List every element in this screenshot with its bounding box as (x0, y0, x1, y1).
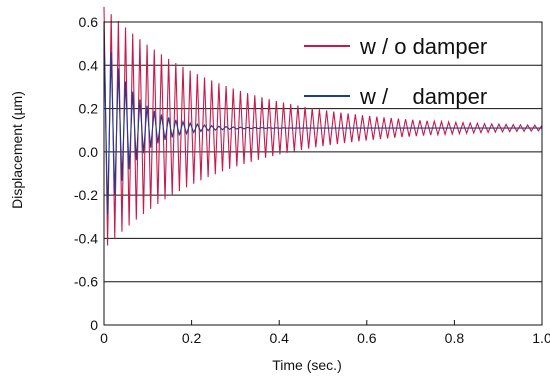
legend-label-2: w / damper (359, 84, 487, 109)
x-axis-title: Time (sec.) (272, 357, 341, 373)
x-tick-label: 0.2 (182, 330, 202, 346)
y-tick-label: 0 (90, 317, 98, 333)
x-tick-label: 0.6 (357, 330, 377, 346)
axes (103, 21, 543, 326)
y-tick-label: -0.4 (74, 230, 98, 246)
y-tick-label: 0.4 (79, 57, 99, 73)
legend: w / o damper w / damper (304, 34, 487, 109)
y-axis-title: Displacement (µm) (9, 91, 25, 209)
x-tick-label: 0 (100, 330, 108, 346)
legend-label-1: w / o damper (359, 34, 487, 59)
series-lines (103, 6, 543, 246)
series-line-1 (103, 6, 543, 246)
plot-frame (103, 21, 543, 326)
x-tick-label: 1.0 (532, 330, 550, 346)
y-tick-label: 0.6 (79, 14, 99, 30)
x-tick-label: 0.4 (269, 330, 289, 346)
y-tick-label: -0.2 (74, 187, 98, 203)
tick-labels: 0.6 0.4 0.2 0.0 -0.2 -0.4 -0.6 00 0.2 0.4 0.6 0.8 1.… (74, 14, 550, 346)
series-line-2 (103, 30, 542, 215)
x-tick-label: 0.8 (445, 330, 465, 346)
y-tick-label: -0.6 (74, 274, 98, 290)
y-tick-label: 0.0 (79, 144, 99, 160)
y-tick-label: 0.2 (79, 101, 99, 117)
